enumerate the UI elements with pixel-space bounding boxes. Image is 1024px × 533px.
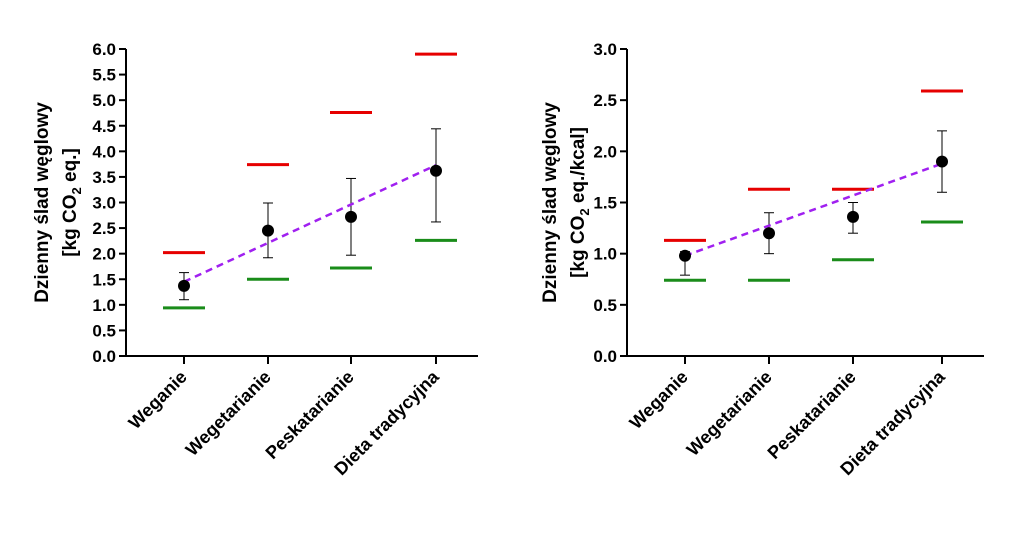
mean-point [936,155,948,168]
y-tick-label: 3.0 [92,194,116,213]
x-category-label: Wegetarianie [182,367,275,460]
mean-point [847,210,859,223]
y-axis-label-line2-sub: 2 [69,187,84,194]
y-tick-label: 5.5 [92,66,116,85]
trend-line [684,162,943,257]
y-tick-label: 4.0 [92,142,116,161]
y-tick-label: 0.0 [593,347,617,366]
x-category-label: Peskatarianie [764,367,860,463]
mean-point [763,227,775,240]
y-axis-label-line2-sub: 2 [577,208,592,215]
x-category-label: Wegetarianie [683,367,776,460]
y-tick-label: 2.5 [593,91,617,110]
y-tick-label: 1.5 [92,270,116,289]
y-tick-label: 0.5 [593,296,617,315]
y-axis-label-line2-pre: [kg CO [568,216,589,278]
y-tick-label: 1.0 [92,296,116,315]
chart-panel-1: 0.0 0.5 1.0 1.5 2.0 2.5 3.0 3.5 4.0 4.5 5.0 5.5 6.0 W… [32,40,478,479]
x-category-label: Weganie [626,367,692,433]
y-axis-label-line1: Dzienny ślad węglowy [540,102,561,303]
y-tick-label: 1.5 [593,194,617,213]
y-axis-label-line1: Dzienny ślad węglowy [32,102,53,303]
y-axis-label-line2: [kg CO2 eq.] [60,148,84,257]
trend-line [183,164,437,283]
y-tick-label: 5.0 [92,91,116,110]
y-axis-label-line2: [kg CO2 eq./kcal] [568,127,592,278]
y-tick-label: 2.5 [92,219,116,238]
mean-point [262,224,274,237]
y-tick-label: 2.0 [92,245,116,264]
y-tick-label: 3.5 [92,168,116,187]
chart-panel-2: 0.0 0.5 1.0 1.5 2.0 2.5 3.0 WeganieWegetarianie… [540,40,984,479]
y-axis-label-line2-post: eq./kcal] [568,127,589,208]
mean-point [679,249,691,262]
y-tick-label: 0.5 [92,321,116,340]
y-tick-label: 6.0 [92,40,116,59]
mean-point [345,210,357,223]
y-axis-label-line2-pre: [kg CO [60,195,81,257]
y-tick-label: 1.0 [593,245,617,264]
x-category-label: Weganie [125,367,191,433]
x-category-label: Peskatarianie [262,367,358,463]
y-tick-label: 4.5 [92,117,116,136]
mean-point [430,164,442,177]
y-axis-label-line2-post: eq.] [60,148,81,187]
y-tick-label: 3.0 [593,40,617,59]
y-tick-label: 2.0 [593,142,617,161]
y-tick-label: 0.0 [92,347,116,366]
mean-point [178,279,190,292]
